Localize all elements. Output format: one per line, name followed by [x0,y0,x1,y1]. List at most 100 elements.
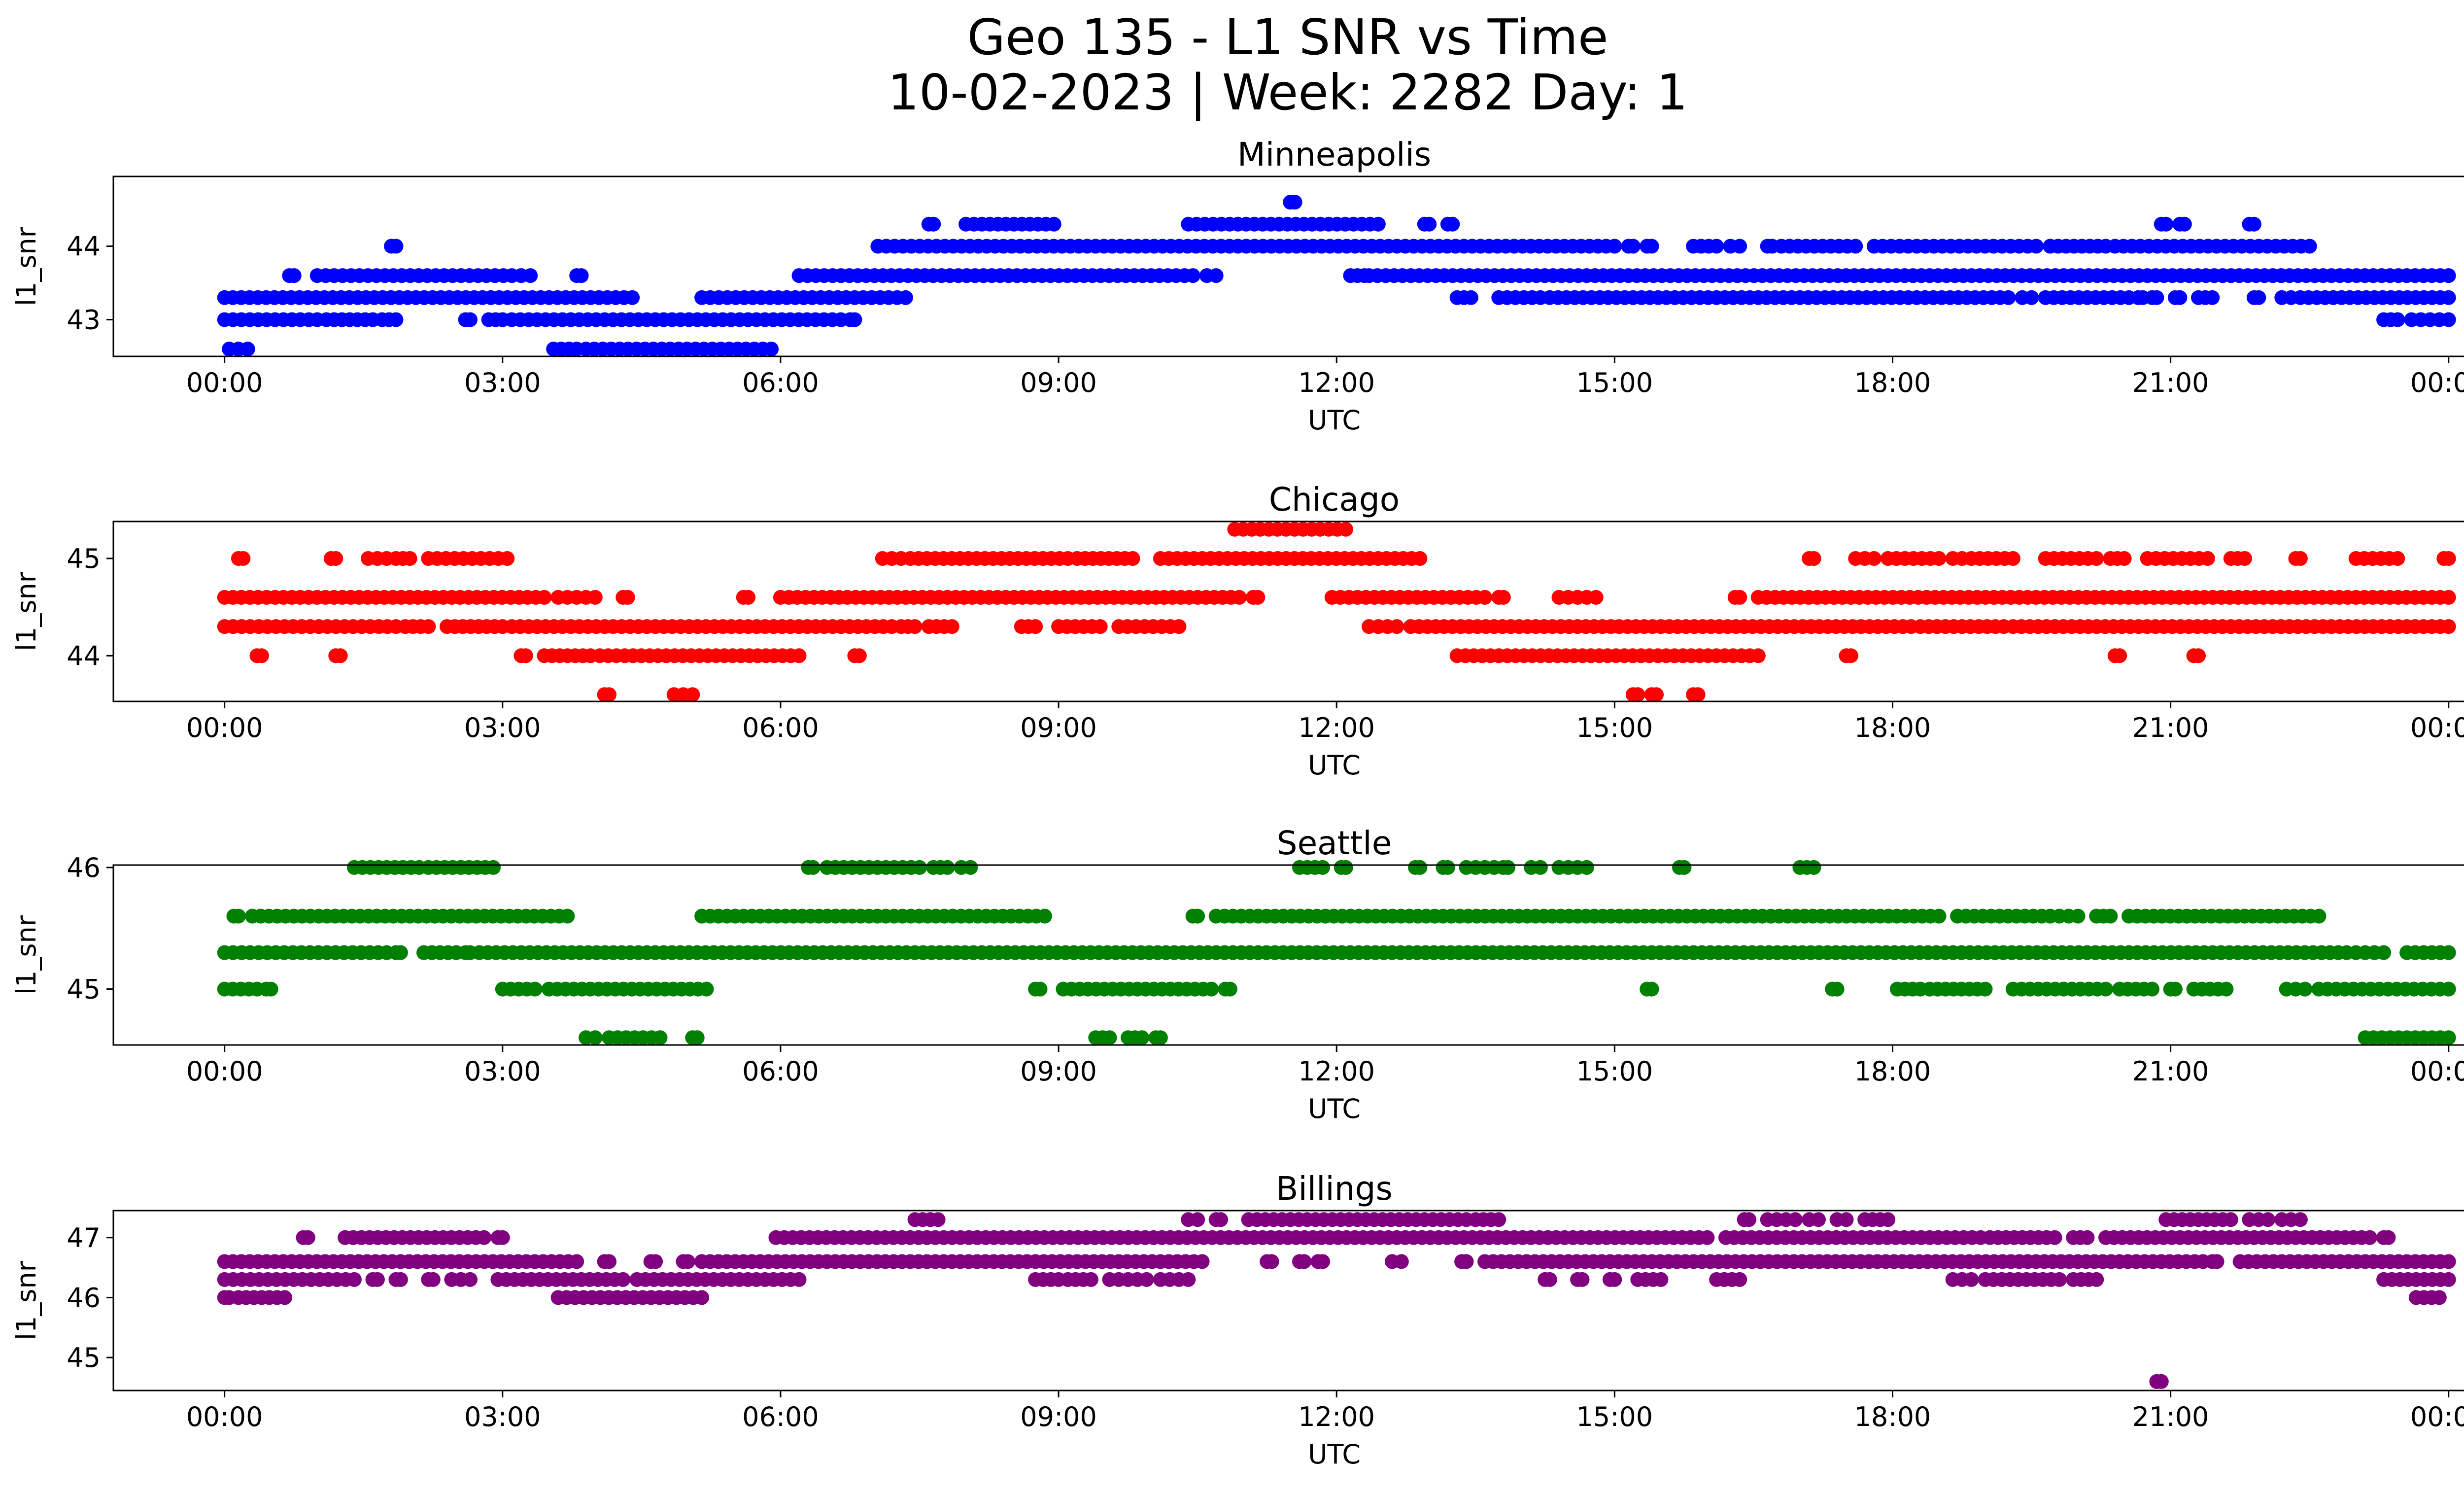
data-point [333,648,348,663]
data-point [2381,1230,2396,1245]
x-tick-label: 03:00 [464,367,541,398]
y-tick-label: 44 [67,640,101,671]
x-tick-label: 18:00 [1854,1056,1931,1087]
x-axis-label: UTC [1308,750,1361,781]
data-point [1412,551,1428,566]
data-point [537,590,552,605]
data-point [1649,687,1664,702]
x-tick-label: 00:00 [186,367,263,398]
data-point [421,619,436,634]
data-point [680,1254,695,1269]
data-point [602,687,616,702]
x-tick-label: 09:00 [1020,1056,1097,1087]
data-point [1297,1254,1312,1269]
data-point [286,268,302,283]
data-point [1732,239,1747,254]
data-point [518,648,533,663]
data-point [2047,1230,2062,1245]
data-point [463,312,478,327]
data-point [1625,239,1641,254]
data-point [1412,860,1428,875]
subplot-title: Minneapolis [1237,136,1431,174]
data-point [1032,981,1048,997]
subplot-chicago: Chicago 00:00 03:00 06:00 09:00 12:00 15:00 18:… [11,481,2464,781]
data-point [560,908,575,924]
data-point [1806,860,1821,875]
data-point [2168,981,2183,997]
y-tick-label: 46 [67,852,101,883]
x-tick-label: 03:00 [464,1401,541,1432]
data-point [2070,908,2086,924]
data-point [2024,290,2039,305]
data-point [1501,860,1516,875]
data-point [1644,981,1659,997]
x-tick-label: 21:00 [2132,367,2209,398]
data-point [1709,239,1724,254]
data-point [1338,860,1353,875]
data-point [2441,590,2456,605]
data-point [1440,860,1455,875]
x-tick-label: 06:00 [742,367,819,398]
data-point [1788,1212,1803,1227]
x-tick-label: 18:00 [1854,712,1931,743]
data-point [2080,1230,2095,1245]
y-tick-label: 45 [67,1342,101,1373]
subplot-title: Chicago [1269,481,1400,519]
data-point [2005,551,2020,566]
data-point [699,981,714,997]
data-point [2098,981,2113,997]
data-point [486,860,501,875]
data-point [2103,908,2118,924]
data-point [2441,619,2456,634]
data-point [1459,1254,1474,1269]
data-point [2089,1272,2104,1287]
data-point [2089,551,2104,566]
data-point [2145,981,2159,997]
x-tick-label: 15:00 [1576,1056,1653,1087]
data-point [2117,551,2132,566]
data-point [1811,1212,1826,1227]
data-point [425,1272,441,1287]
data-point [2431,1290,2447,1305]
data-point [2251,290,2266,305]
data-point [2441,268,2456,283]
data-point [2441,551,2456,566]
data-point [1463,290,1478,305]
x-tick-label: 00:00 [2410,367,2464,398]
data-point [1750,648,1766,663]
x-tick-label: 15:00 [1576,712,1653,743]
data-point [2293,1212,2308,1227]
data-point [587,590,603,605]
data-point [1046,216,1061,232]
data-point [477,1230,492,1245]
x-tick-label: 03:00 [464,1056,541,1087]
data-point [1037,908,1052,924]
y-axis-label: l1_snr [11,1260,42,1340]
x-axis-label: UTC [1308,1093,1361,1124]
data-point [2441,945,2456,960]
x-tick-label: 21:00 [2132,1056,2209,1087]
data-point [944,619,959,634]
data-point [2112,648,2127,663]
data-point [2390,312,2405,327]
data-point [1102,1030,1117,1045]
data-point [2149,290,2164,305]
data-point [1185,268,1200,283]
x-tick-label: 06:00 [742,1401,819,1432]
data-point [1574,1272,1590,1287]
data-point [240,342,255,357]
data-point [328,551,343,566]
data-point [2205,290,2220,305]
data-point [2052,1272,2067,1287]
data-point [689,1030,705,1045]
y-tick-label: 45 [67,543,101,574]
data-point [963,860,978,875]
data-point [685,687,700,702]
data-point [764,342,779,357]
data-point [1732,590,1747,605]
data-point [1315,860,1330,875]
data-point [791,648,807,663]
data-point [625,290,640,305]
data-point [1607,239,1622,254]
axes-frame [112,1210,2464,1391]
